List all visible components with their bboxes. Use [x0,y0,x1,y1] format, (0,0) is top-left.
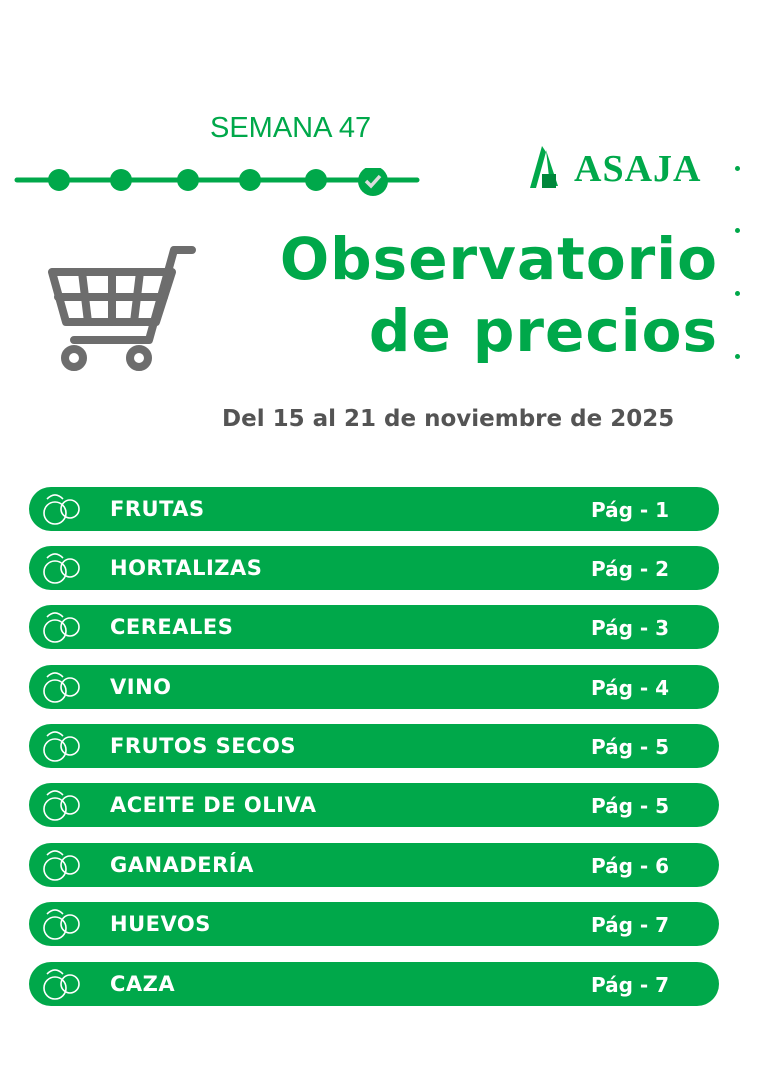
olive-oil-icon [43,790,80,821]
section-link-frutas[interactable]: FRUTAS Pág - 1 [29,487,719,531]
decor-dot [735,228,740,233]
section-label: GANADERÍA [110,853,254,877]
section-page: Pág - 5 [591,735,670,759]
page-title-line2: de precios [368,297,718,365]
section-label: CEREALES [110,615,234,639]
decor-dot [735,354,740,359]
section-page: Pág - 2 [591,557,670,581]
decor-dot [735,166,740,171]
page-title-line1: Observatorio [279,225,718,293]
section-link-huevos[interactable]: HUEVOS Pág - 7 [29,902,719,946]
section-page: Pág - 5 [591,794,670,818]
shopping-cart-icon [48,246,196,371]
asaja-logo-mark [530,146,558,188]
section-link-vino[interactable]: VINO Pág - 4 [29,665,719,709]
vegetables-icon [43,553,80,584]
check-icon [364,174,382,189]
wheat-icon [43,612,80,643]
section-label: ACEITE DE OLIVA [110,793,317,817]
asaja-logo: ASAJA [574,148,702,190]
week-label: SEMANA 47 [210,112,372,144]
section-label: FRUTAS [110,497,205,521]
section-label: VINO [110,675,172,699]
section-link-frutos-secos[interactable]: FRUTOS SECOS Pág - 5 [29,724,719,768]
section-link-ganadería[interactable]: GANADERÍA Pág - 6 [29,843,719,887]
section-page: Pág - 7 [591,973,670,997]
section-label: CAZA [110,972,176,996]
section-link-hortalizas[interactable]: HORTALIZAS Pág - 2 [29,546,719,590]
wine-grapes-icon [43,672,80,703]
section-page: Pág - 6 [591,854,670,878]
section-page: Pág - 7 [591,913,670,937]
section-label: HUEVOS [110,912,211,936]
section-label: HORTALIZAS [110,556,263,580]
date-range: Del 15 al 21 de noviembre de 2025 [222,406,675,432]
week-progress-bar [14,168,420,196]
section-link-caza[interactable]: CAZA Pág - 7 [29,962,719,1006]
section-link-aceite-de-oliva[interactable]: ACEITE DE OLIVA Pág - 5 [29,783,719,827]
section-page: Pág - 3 [591,616,670,640]
eggs-icon [43,909,80,940]
livestock-icon [43,850,80,881]
deer-icon [43,969,80,1000]
section-label: FRUTOS SECOS [110,734,297,758]
section-page: Pág - 4 [591,676,670,700]
nuts-icon [43,731,80,762]
fruits-icon [43,494,80,525]
decor-dot [735,291,740,296]
section-page: Pág - 1 [591,498,670,522]
section-link-cereales[interactable]: CEREALES Pág - 3 [29,605,719,649]
